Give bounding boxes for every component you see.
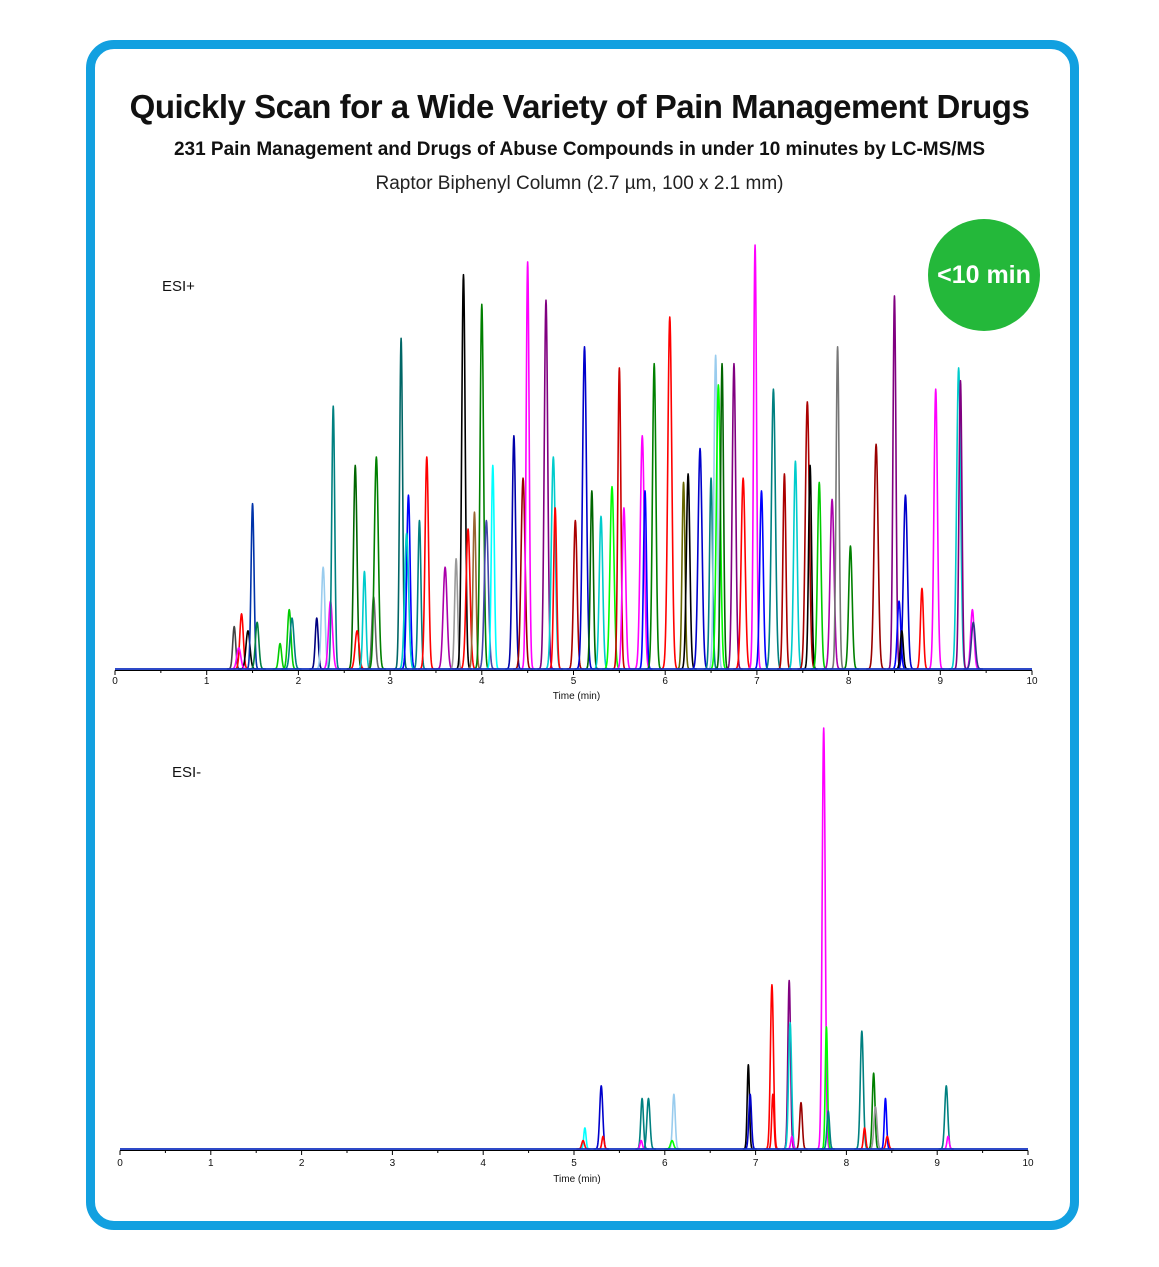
esi-negative-label: ESI-: [172, 764, 202, 781]
esi-plus-peak: [434, 566, 456, 670]
esi-plus-peak: [574, 345, 595, 670]
esi-plus-peak: [645, 362, 664, 670]
esi-plus-peak: [963, 608, 982, 670]
esi-plus-peak: [962, 621, 984, 670]
esi-minus-peak: [853, 1030, 870, 1150]
esi-plus-peak: [472, 303, 491, 670]
esi-plus-peak: [841, 545, 860, 670]
esi-minus-tick-label: 1: [208, 1158, 214, 1169]
esi-plus-tick-label: 1: [204, 676, 210, 687]
esi-minus-tick-label: 0: [117, 1158, 123, 1169]
esi-minus-peak: [815, 727, 832, 1150]
esi-plus-peak: [752, 490, 771, 670]
esi-plus-tick-label: 7: [754, 676, 760, 687]
esi-minus-peak: [593, 1085, 610, 1150]
esi-minus-tick-label: 7: [753, 1158, 759, 1169]
esi-plus-peak: [776, 473, 793, 670]
esi-minus-tick-label: 9: [934, 1158, 940, 1169]
time-badge: <10 min: [928, 219, 1040, 331]
esi-plus-tick-label: 9: [938, 676, 944, 687]
esi-plus-peak: [763, 388, 784, 670]
page-subtitle: 231 Pain Management and Drugs of Abuse C…: [173, 139, 986, 160]
esi-minus-tick-label: 10: [1022, 1158, 1034, 1169]
esi-plus-tick-label: 2: [296, 676, 302, 687]
esi-plus-peak: [724, 362, 744, 670]
esi-plus-peak: [952, 379, 969, 670]
esi-plus-peak: [913, 587, 930, 670]
esi-positive-label: ESI+: [162, 278, 195, 295]
esi-plus-tick-label: 5: [571, 676, 577, 687]
esi-plus-tick-label: 8: [846, 676, 852, 687]
esi-minus-tick-label: 3: [390, 1158, 396, 1169]
esi-plus-peak: [601, 485, 623, 670]
esi-plus-peak: [865, 443, 887, 670]
esi-minus-x-axis-title: Time (min): [553, 1174, 600, 1185]
esi-plus-tick-label: 6: [662, 676, 668, 687]
esi-plus-peak: [689, 447, 711, 670]
esi-plus-peak: [786, 460, 805, 670]
esi-plus-peak: [926, 388, 945, 670]
esi-minus-tick-label: 2: [299, 1158, 305, 1169]
esi-plus-peak: [519, 261, 536, 670]
esi-plus-tick-label: 10: [1026, 676, 1038, 687]
outer-frame: [86, 40, 1079, 1230]
esi-minus-tick-label: 6: [662, 1158, 668, 1169]
column-description: Raptor Biphenyl Column (2.7 µm, 100 x 2.…: [375, 173, 784, 194]
esi-plus-peak: [708, 384, 729, 670]
esi-minus-peak: [938, 1085, 955, 1150]
esi-plus-peak: [325, 405, 342, 670]
esi-plus-peak: [747, 244, 764, 670]
esi-plus-peak: [393, 337, 410, 670]
esi-plus-peak: [536, 299, 556, 670]
esi-plus-peak: [611, 367, 628, 670]
esi-positive-chromatogram: 0 1 2 3 4 5 6 7 8 9 10 Time (min): [112, 244, 1038, 702]
esi-plus-peak: [829, 345, 846, 670]
esi-plus-peak: [659, 316, 681, 670]
page-title: Quickly Scan for a Wide Variety of Pain …: [129, 88, 1030, 125]
esi-plus-tick-label: 4: [479, 676, 485, 687]
esi-minus-tick-label: 5: [571, 1158, 577, 1169]
esi-plus-peak: [706, 354, 725, 670]
time-badge-label: <10 min: [937, 260, 1031, 289]
esi-plus-peak: [244, 502, 261, 670]
esi-minus-tick-label: 8: [844, 1158, 850, 1169]
esi-negative-chromatogram: 0 1 2 3 4 5 6 7 8 9 10 Time (min): [117, 727, 1034, 1185]
esi-plus-tick-label: 0: [112, 676, 118, 687]
esi-plus-tick-label: 3: [387, 676, 393, 687]
esi-plus-peak: [454, 273, 473, 670]
esi-plus-peak: [308, 617, 325, 670]
esi-minus-peak: [666, 1093, 682, 1150]
esi-minus-peak: [793, 1101, 809, 1150]
esi-plus-peak: [714, 362, 731, 670]
esi-plus-x-axis-title: Time (min): [553, 691, 600, 702]
esi-minus-tick-label: 4: [480, 1158, 486, 1169]
esi-plus-peak: [448, 557, 465, 670]
